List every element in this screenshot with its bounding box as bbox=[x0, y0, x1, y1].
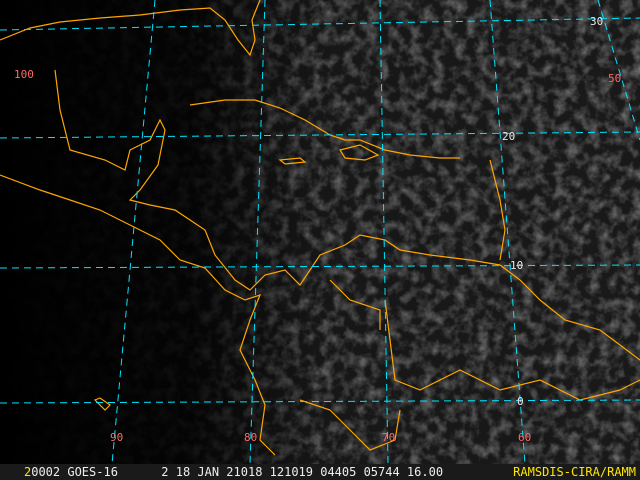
frame-number: 2 bbox=[24, 465, 32, 479]
lon-label-90: 90 bbox=[110, 431, 124, 444]
lon-label-50: 50 bbox=[608, 72, 622, 85]
lat-lon-grid bbox=[0, 0, 640, 464]
credit-label: RAMSDIS-CIRA/RAMM bbox=[513, 464, 636, 480]
map-layer bbox=[0, 0, 640, 464]
lon-label-70: 70 bbox=[382, 431, 396, 444]
status-bar: 20002 GOES-16 2 18 JAN 21018 121019 0440… bbox=[0, 464, 640, 480]
lon-label-60: 60 bbox=[518, 431, 532, 444]
lon-label-80: 80 bbox=[244, 431, 258, 444]
night-shading bbox=[0, 0, 640, 464]
coastlines bbox=[0, 0, 640, 456]
lon-label-100: 100 bbox=[14, 68, 34, 81]
image-info: 0002 GOES-16 2 18 JAN 21018 121019 04405… bbox=[31, 465, 444, 479]
lat-label-30: 30 bbox=[590, 15, 604, 28]
lat-label-10: 10 bbox=[510, 259, 524, 272]
lat-label-20: 20 bbox=[502, 130, 516, 143]
lat-label-0: 0 bbox=[517, 395, 524, 408]
